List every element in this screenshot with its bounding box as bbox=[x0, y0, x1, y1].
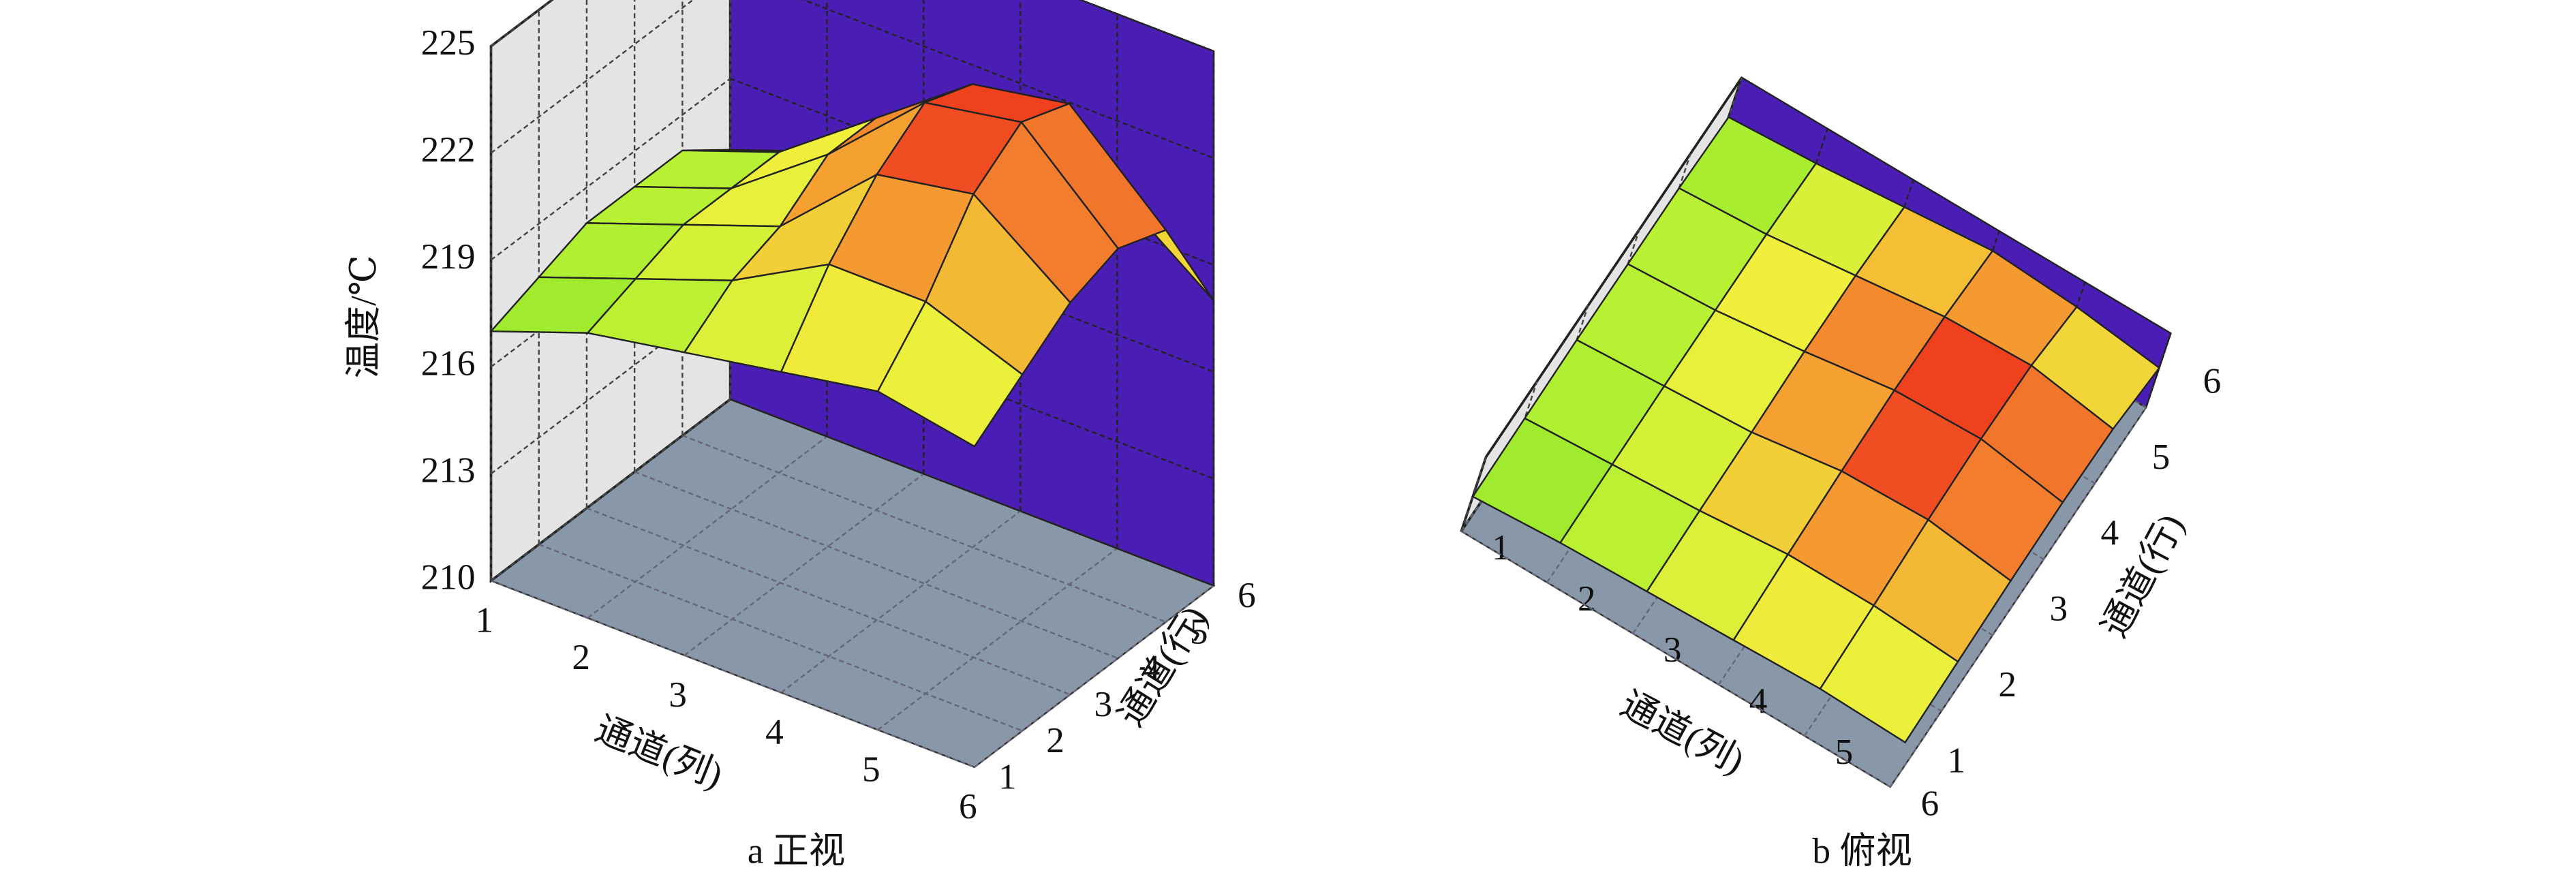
z-tick-label: 210 bbox=[421, 557, 476, 598]
wall-grid-line bbox=[1079, 0, 1214, 52]
floor-grid-line bbox=[684, 473, 925, 656]
x-tick-label: 1 bbox=[475, 600, 493, 640]
x-tick-label: 5 bbox=[1835, 732, 1854, 772]
wall-grid-line bbox=[490, 0, 694, 154]
x-axis-label: 通道(列) bbox=[1614, 683, 1751, 782]
z-tick-label: 219 bbox=[421, 236, 476, 277]
y-tick-label: 2 bbox=[1046, 720, 1064, 760]
x-tick-label: 3 bbox=[669, 675, 687, 715]
x-tick-label: 2 bbox=[1578, 578, 1596, 619]
floor-grid-line bbox=[1460, 530, 1891, 788]
x-tick-label: 4 bbox=[1749, 681, 1768, 721]
caption: a 正视 bbox=[748, 831, 845, 871]
x-tick-label: 6 bbox=[1921, 783, 1939, 823]
floor-grid-line bbox=[491, 580, 975, 769]
floor-grid-line bbox=[587, 435, 828, 619]
y-tick-label: 5 bbox=[1190, 611, 1208, 651]
z-tick-label: 225 bbox=[421, 22, 476, 63]
y-tick-label: 5 bbox=[2152, 437, 2171, 477]
z-axis-label: 温度/℃ bbox=[343, 255, 384, 378]
wall-grid-line bbox=[730, 398, 1214, 587]
wall-grid-line bbox=[1460, 457, 1487, 532]
x-tick-label: 2 bbox=[572, 637, 590, 677]
x-tick-label: 4 bbox=[765, 712, 784, 752]
z-tick-label: 222 bbox=[421, 129, 476, 170]
floor-grid-line bbox=[780, 510, 1021, 694]
floor-grid-line bbox=[634, 471, 1119, 660]
wall-grid-line bbox=[801, 0, 1214, 159]
x-tick-label: 1 bbox=[1492, 527, 1510, 568]
x-tick-label: 6 bbox=[959, 786, 977, 826]
wall-grid-line bbox=[490, 399, 731, 582]
surface-cell bbox=[2030, 305, 2161, 431]
y-tick-label: 3 bbox=[1094, 684, 1112, 724]
y-tick-label: 3 bbox=[2049, 589, 2068, 629]
wall-grid-line bbox=[490, 78, 731, 261]
floor-grid-line bbox=[586, 507, 1071, 696]
wall-grid-line bbox=[2145, 333, 2172, 408]
floor-grid-line bbox=[974, 585, 1214, 768]
floor-grid-line bbox=[877, 547, 1118, 731]
x-axis-label: 通道(列) bbox=[589, 709, 728, 796]
x-tick-label: 3 bbox=[1663, 630, 1682, 670]
y-tick-label: 1 bbox=[998, 757, 1017, 797]
wall-grid-line bbox=[490, 0, 553, 47]
z-tick-label: 213 bbox=[421, 450, 476, 491]
surface-cell bbox=[876, 300, 1024, 448]
floor-grid-line bbox=[1889, 407, 2147, 788]
y-tick-label: 1 bbox=[1947, 740, 1965, 780]
floor-grid-line bbox=[681, 435, 1167, 623]
floor-grid-line bbox=[538, 543, 1023, 732]
x-tick-label: 5 bbox=[862, 749, 880, 789]
y-tick-label: 2 bbox=[1998, 664, 2017, 705]
y-tick-label: 4 bbox=[1142, 648, 1161, 688]
y-tick-label: 6 bbox=[2203, 360, 2222, 401]
caption: b 俯视 bbox=[1812, 831, 1912, 871]
z-tick-label: 216 bbox=[421, 343, 476, 384]
y-tick-label: 6 bbox=[1238, 575, 1256, 615]
y-tick-label: 4 bbox=[2101, 512, 2119, 553]
